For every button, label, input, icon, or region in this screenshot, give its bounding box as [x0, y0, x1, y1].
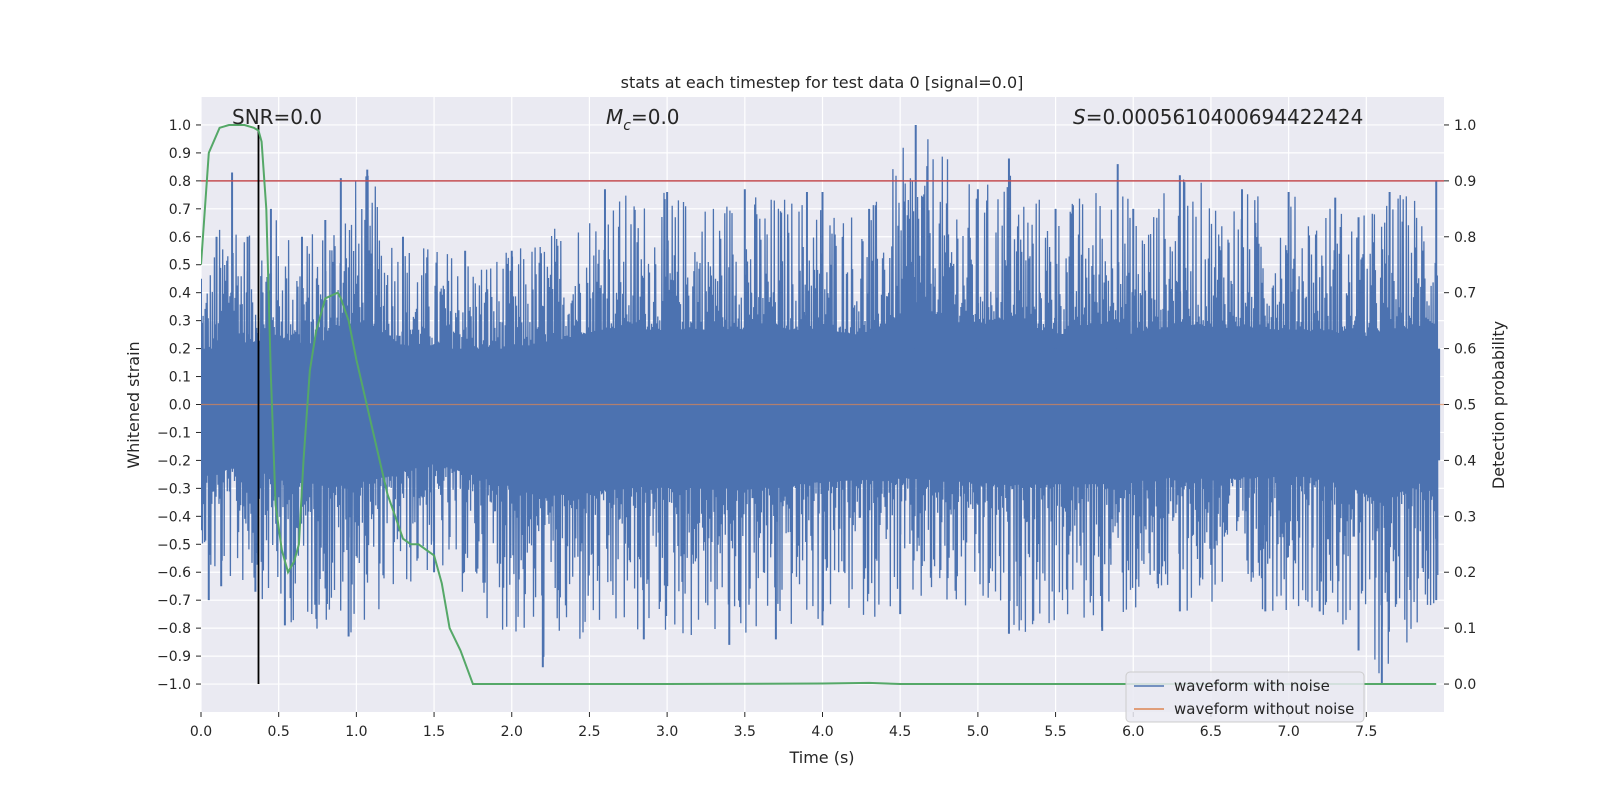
x-tick-label-9: 4.5: [889, 724, 911, 740]
y-tick-label-13: −0.3: [157, 481, 191, 497]
y-tick-label-16: −0.6: [157, 565, 191, 581]
annotation-mc-value: =0.0: [631, 105, 680, 129]
annotation-chirp-mass: Mc=0.0: [606, 105, 680, 134]
y-right-tick-label-0: 1.0: [1454, 118, 1476, 134]
x-axis-label: Time (s): [788, 748, 854, 767]
annotation-s-symbol: S: [1073, 105, 1086, 129]
x-tick-label-8: 4.0: [811, 724, 833, 740]
detection-probability-line: [201, 124, 1437, 685]
y-right-tick-label-10: 0.0: [1454, 677, 1476, 693]
x-tick-label-6: 3.0: [656, 724, 678, 740]
y-axis-label: Whitened strain: [124, 341, 143, 468]
annotation-s-value: =0.0005610400694422424: [1086, 105, 1364, 129]
x-tick-label-2: 1.0: [345, 724, 367, 740]
series-detection-probability: [201, 124, 1437, 685]
y-tick-label-17: −0.7: [157, 593, 191, 609]
annotation-mc-subscript: c: [623, 118, 631, 134]
y-tick-label-15: −0.5: [157, 537, 191, 553]
y-tick-label-9: 0.1: [169, 370, 191, 386]
x-tick-label-7: 3.5: [734, 724, 756, 740]
y-tick-label-19: −0.9: [157, 649, 191, 665]
y-tick-label-2: 0.8: [169, 174, 191, 190]
x-tick-label-14: 7.0: [1277, 724, 1299, 740]
y-tick-label-1: 0.9: [169, 146, 191, 162]
y-tick-label-6: 0.4: [169, 286, 191, 302]
legend-label-waveform-without-noise: waveform without noise: [1174, 700, 1354, 718]
y-tick-label-12: −0.2: [157, 453, 191, 469]
x-tick-label-1: 0.5: [268, 724, 290, 740]
y-right-tick-label-8: 0.2: [1454, 565, 1476, 581]
x-tick-label-0: 0.0: [190, 724, 212, 740]
y-right-tick-label-1: 0.9: [1454, 174, 1476, 190]
x-tick-label-5: 2.5: [578, 724, 600, 740]
y-tick-label-11: −0.1: [157, 425, 191, 441]
y-tick-label-5: 0.5: [169, 258, 191, 274]
legend: waveform with noise waveform without noi…: [1125, 671, 1365, 723]
legend-label-waveform-with-noise: waveform with noise: [1174, 677, 1330, 695]
y-right-tick-label-4: 0.6: [1454, 342, 1476, 358]
annotation-score: S=0.0005610400694422424: [1073, 105, 1363, 129]
x-tick-label-3: 1.5: [423, 724, 445, 740]
y-tick-label-10: 0.0: [169, 398, 191, 414]
x-tick-label-11: 5.5: [1044, 724, 1066, 740]
y-tick-label-7: 0.3: [169, 314, 191, 330]
x-axis-ticks: 0.0 0.5 1.0 1.5 2.0 2.5 3.0 3.5 4.0 4.5 5.0 5.5 6.0 6…: [190, 712, 1377, 740]
y-right-tick-label-3: 0.7: [1454, 286, 1476, 302]
y-right-tick-label-2: 0.8: [1454, 230, 1476, 246]
annotation-snr: SNR=0.0: [232, 105, 322, 129]
chart-title: stats at each timestep for test data 0 […: [621, 73, 1024, 92]
x-tick-label-15: 7.5: [1355, 724, 1377, 740]
y-right-tick-label-9: 0.1: [1454, 621, 1476, 637]
reference-lines: [201, 124, 1444, 685]
x-tick-label-13: 6.5: [1200, 724, 1222, 740]
x-tick-label-10: 5.0: [967, 724, 989, 740]
y-right-tick-label-7: 0.3: [1454, 509, 1476, 525]
y-axis-ticks: 1.0 0.9 0.8 0.7 0.6 0.5 0.4 0.3 0.2 0.1 0.0 −0.1 −0.…: [157, 118, 201, 693]
x-tick-label-4: 2.0: [501, 724, 523, 740]
plot-content: [201, 124, 1444, 685]
y-tick-label-0: 1.0: [169, 118, 191, 134]
y-right-tick-label-6: 0.4: [1454, 453, 1476, 469]
y-right-axis-label: Detection probability: [1489, 321, 1508, 489]
annotation-mc-symbol: M: [606, 105, 623, 129]
y-tick-label-3: 0.7: [169, 202, 191, 218]
legend-box: [1125, 671, 1365, 723]
y-tick-label-8: 0.2: [169, 342, 191, 358]
y-right-tick-label-5: 0.5: [1454, 398, 1476, 414]
y-tick-label-20: −1.0: [157, 677, 191, 693]
y-tick-label-18: −0.8: [157, 621, 191, 637]
y-tick-label-14: −0.4: [157, 509, 191, 525]
y-tick-label-4: 0.6: [169, 230, 191, 246]
y-right-axis-ticks: 1.0 0.9 0.8 0.7 0.6 0.5 0.4 0.3 0.2 0.1 0.0: [1444, 118, 1476, 693]
x-tick-label-12: 6.0: [1122, 724, 1144, 740]
